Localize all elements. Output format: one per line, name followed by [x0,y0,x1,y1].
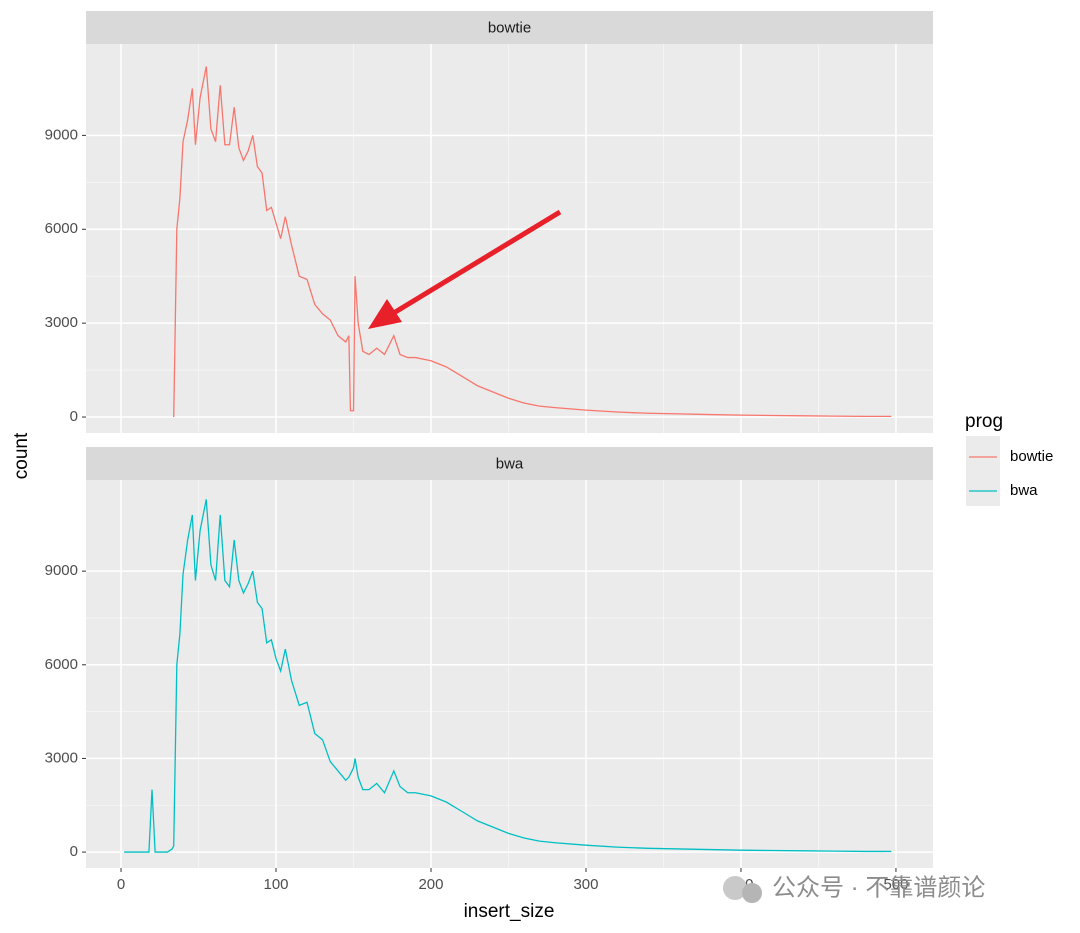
y-tick-label: 9000 [45,562,78,579]
y-tick-label: 0 [70,408,78,425]
facet-strip [86,11,933,44]
legend-title: prog [965,411,1003,432]
facet-strip [86,447,933,480]
y-tick-label: 9000 [45,126,78,143]
x-axis-label: insert_size [464,901,555,922]
x-tick-label: 500 [883,876,908,893]
panel-background [86,480,933,868]
watermark-text: 公众号 · 不靠谱颜论 [772,874,985,901]
data-line [124,499,892,853]
y-tick-label: 6000 [45,656,78,673]
x-tick-label: 0 [117,876,125,893]
legend-key-bg [966,436,1000,506]
x-tick-label: 200 [418,876,443,893]
annotation-arrow [368,209,562,329]
data-line [173,66,892,418]
legend-label: bowtie [1010,448,1053,465]
y-axis-label: count [11,432,32,479]
y-tick-label: 3000 [45,314,78,331]
y-tick-label: 6000 [45,220,78,237]
y-tick-label: 3000 [45,749,78,766]
watermark: 公众号 · 不靠谱颜论 [723,874,985,903]
facet-label: bwa [496,455,524,472]
legend-label: bwa [1010,482,1038,499]
x-tick-label: 300 [573,876,598,893]
panel-background [86,44,933,433]
facet-label: bowtie [488,19,531,36]
x-tick-label: 100 [263,876,288,893]
plot-area: bowtie 0 3000 6000 9000 bwa 0 3000 6000 9000 0 100 2… [45,11,933,893]
y-tick-label: 0 [70,843,78,860]
